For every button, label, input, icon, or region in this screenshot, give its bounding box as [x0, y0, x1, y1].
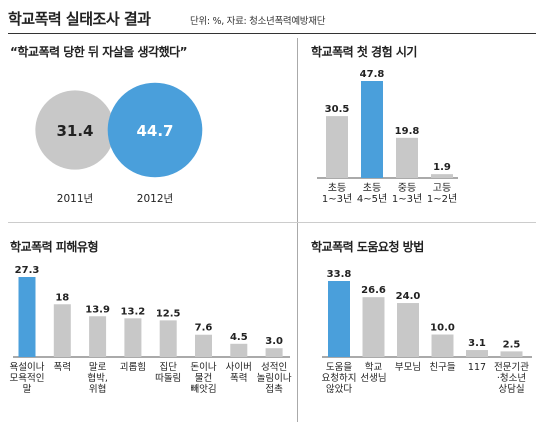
tick-label-3-5-2: 상담실	[498, 383, 524, 395]
value-label-3-5: 2.5	[503, 339, 521, 350]
tick-label-2-0-2: 말	[23, 383, 32, 395]
tick-label-1-2-0: 중등	[398, 182, 416, 194]
vertical-divider	[297, 38, 298, 422]
tick-label-3-1-1: 선생님	[360, 373, 386, 384]
tick-label-2-3-0: 괴롭힘	[120, 362, 146, 373]
value-label-3-0: 33.8	[327, 269, 352, 280]
value-label-3-4: 3.1	[468, 338, 486, 349]
bar-2-6	[230, 343, 248, 357]
bar-3-3	[431, 334, 454, 357]
tick-label-3-3-0: 친구들	[429, 362, 455, 373]
panel-title-suicide: “학교폭력 당한 뒤 자살을 생각했다”	[10, 45, 188, 59]
bar-1-1	[361, 81, 383, 178]
value-label-3-2: 24.0	[396, 291, 421, 302]
tick-label-2-5-1: 물건	[195, 373, 212, 384]
tick-label-3-1-0: 학교	[365, 362, 383, 373]
bar-3-2	[397, 303, 419, 357]
tick-label-2-6-0: 사이버	[226, 362, 252, 373]
tick-label-2-0-0: 욕설이나	[10, 362, 45, 373]
tick-label-3-0-1: 요청하지	[322, 372, 357, 384]
bar-2-3	[124, 318, 142, 357]
tick-label-2-5-2: 빼앗김	[190, 383, 216, 395]
tick-label-3-0-0: 도움을	[326, 362, 352, 373]
bar-2-7	[265, 348, 283, 357]
tick-label-1-2-1: 1~3년	[392, 193, 422, 205]
tick-label-1-0-0: 초등	[328, 182, 346, 194]
tick-label-2-0-1: 모욕적인	[10, 372, 45, 384]
bubble-label-0: 2011년	[57, 193, 93, 205]
bar-2-0	[18, 277, 36, 357]
source-note: 단위: %, 자료: 청소년폭력예방재단	[190, 16, 326, 27]
panel-title-victim-type: 학교폭력 피해유형	[10, 240, 99, 254]
bubble-value-1: 44.7	[136, 122, 173, 140]
value-label-2-1: 18	[55, 292, 69, 303]
tick-label-3-5-0: 전문기관	[494, 362, 529, 373]
bubble-value-0: 31.4	[56, 122, 93, 140]
value-label-2-4: 12.5	[156, 308, 181, 319]
tick-label-1-1-0: 초등	[363, 182, 381, 194]
tick-label-2-5-0: 돈이나	[190, 362, 216, 373]
bar-3-4	[466, 350, 488, 357]
value-label-3-3: 10.0	[430, 323, 455, 334]
bar-1-3	[431, 174, 453, 178]
value-label-2-0: 27.3	[15, 265, 40, 276]
tick-label-3-4-0: 117	[468, 362, 486, 373]
tick-label-1-0-1: 1~3년	[322, 193, 352, 205]
bar-2-4	[159, 320, 177, 357]
value-label-1-1: 47.8	[360, 69, 385, 80]
tick-label-1-3-1: 1~2년	[427, 193, 457, 205]
tick-label-2-2-0: 말로	[89, 361, 107, 373]
panel-title-help-request: 학교폭력 도움요청 방법	[311, 240, 424, 254]
tick-label-3-2-0: 부모님	[395, 362, 421, 373]
bar-3-1	[362, 297, 385, 357]
tick-label-2-2-1: 협박,	[87, 372, 108, 384]
title-rule	[8, 33, 536, 34]
tick-label-2-7-0: 성적인	[261, 361, 287, 373]
value-label-2-3: 13.2	[121, 306, 146, 317]
tick-label-2-4-1: 따돌림	[155, 372, 181, 384]
horizontal-divider	[8, 222, 536, 223]
value-label-1-0: 30.5	[325, 104, 350, 115]
bubble-1	[107, 82, 203, 178]
value-label-3-1: 26.6	[361, 285, 386, 296]
bar-2-2	[89, 316, 107, 357]
value-label-2-6: 4.5	[230, 332, 248, 343]
bar-3-5	[500, 351, 523, 357]
value-label-2-5: 7.6	[195, 323, 213, 334]
tick-label-3-5-1: ·청소년	[497, 373, 526, 384]
page-title: 학교폭력 실태조사 결과	[8, 10, 151, 28]
tick-label-1-3-0: 고등	[433, 182, 451, 194]
bubble-0	[35, 90, 115, 170]
value-label-1-3: 1.9	[433, 162, 451, 173]
tick-label-2-6-1: 폭력	[230, 372, 247, 384]
bar-2-5	[195, 334, 212, 357]
tick-label-2-1-0: 폭력	[54, 361, 71, 373]
tick-label-2-7-2: 접촉	[265, 383, 283, 395]
tick-label-2-4-0: 집단	[159, 361, 177, 373]
panel-title-first-experience: 학교폭력 첫 경험 시기	[311, 45, 417, 59]
bar-1-2	[396, 137, 418, 178]
tick-label-2-7-1: 놀림이나	[257, 372, 292, 384]
bar-1-0	[326, 116, 348, 178]
tick-label-2-2-2: 위협	[89, 383, 106, 395]
tick-label-1-1-1: 4~5년	[357, 193, 387, 205]
bubble-label-1: 2012년	[137, 193, 173, 205]
bar-3-0	[328, 281, 350, 357]
value-label-2-7: 3.0	[265, 336, 283, 347]
value-label-2-2: 13.9	[85, 304, 110, 315]
value-label-1-2: 19.8	[395, 126, 420, 137]
bar-2-1	[53, 304, 71, 357]
tick-label-3-0-2: 않았다	[326, 383, 352, 395]
